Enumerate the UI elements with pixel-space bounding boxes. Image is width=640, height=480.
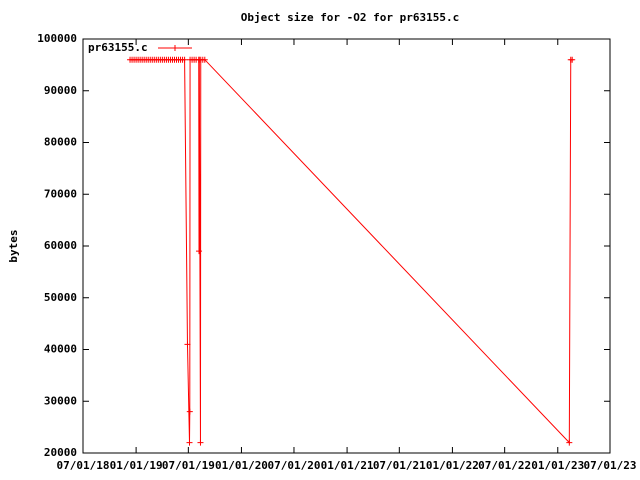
y-axis-label: bytes (7, 229, 20, 262)
y-tick-label: 40000 (44, 343, 77, 356)
plot-border (82, 38, 611, 454)
x-tick-label: 07/01/19 (162, 459, 215, 472)
chart-title: Object size for -O2 for pr63155.c (241, 11, 460, 24)
point (197, 439, 204, 446)
x-tick-label: 01/01/21 (321, 459, 374, 472)
point (184, 341, 191, 348)
point (186, 439, 193, 446)
x-tick-label: 01/01/19 (110, 459, 163, 472)
point (566, 439, 573, 446)
legend-label: pr63155.c (88, 41, 148, 54)
x-tick-label: 07/01/23 (584, 459, 637, 472)
y-tick-label: 30000 (44, 394, 77, 407)
y-tick-label: 60000 (44, 239, 77, 252)
y-tick-label: 80000 (44, 136, 77, 149)
point (196, 248, 203, 255)
legend-marker (172, 45, 178, 51)
x-tick-label: 07/01/20 (267, 459, 320, 472)
y-tick-label: 50000 (44, 291, 77, 304)
point (181, 56, 188, 63)
x-tick-label: 07/01/21 (373, 459, 426, 472)
y-tick-label: 20000 (44, 446, 77, 459)
x-tick-label: 07/01/22 (478, 459, 531, 472)
y-tick-label: 70000 (44, 187, 77, 200)
x-tick-label: 01/01/22 (426, 459, 479, 472)
x-tick-label: 07/01/18 (57, 459, 110, 472)
x-tick-label: 01/01/23 (531, 459, 584, 472)
x-tick-label: 01/01/20 (215, 459, 268, 472)
point (569, 56, 576, 63)
y-tick-label: 90000 (44, 84, 77, 97)
point (201, 56, 208, 63)
y-tick-label: 100000 (37, 32, 77, 45)
point (186, 408, 193, 415)
